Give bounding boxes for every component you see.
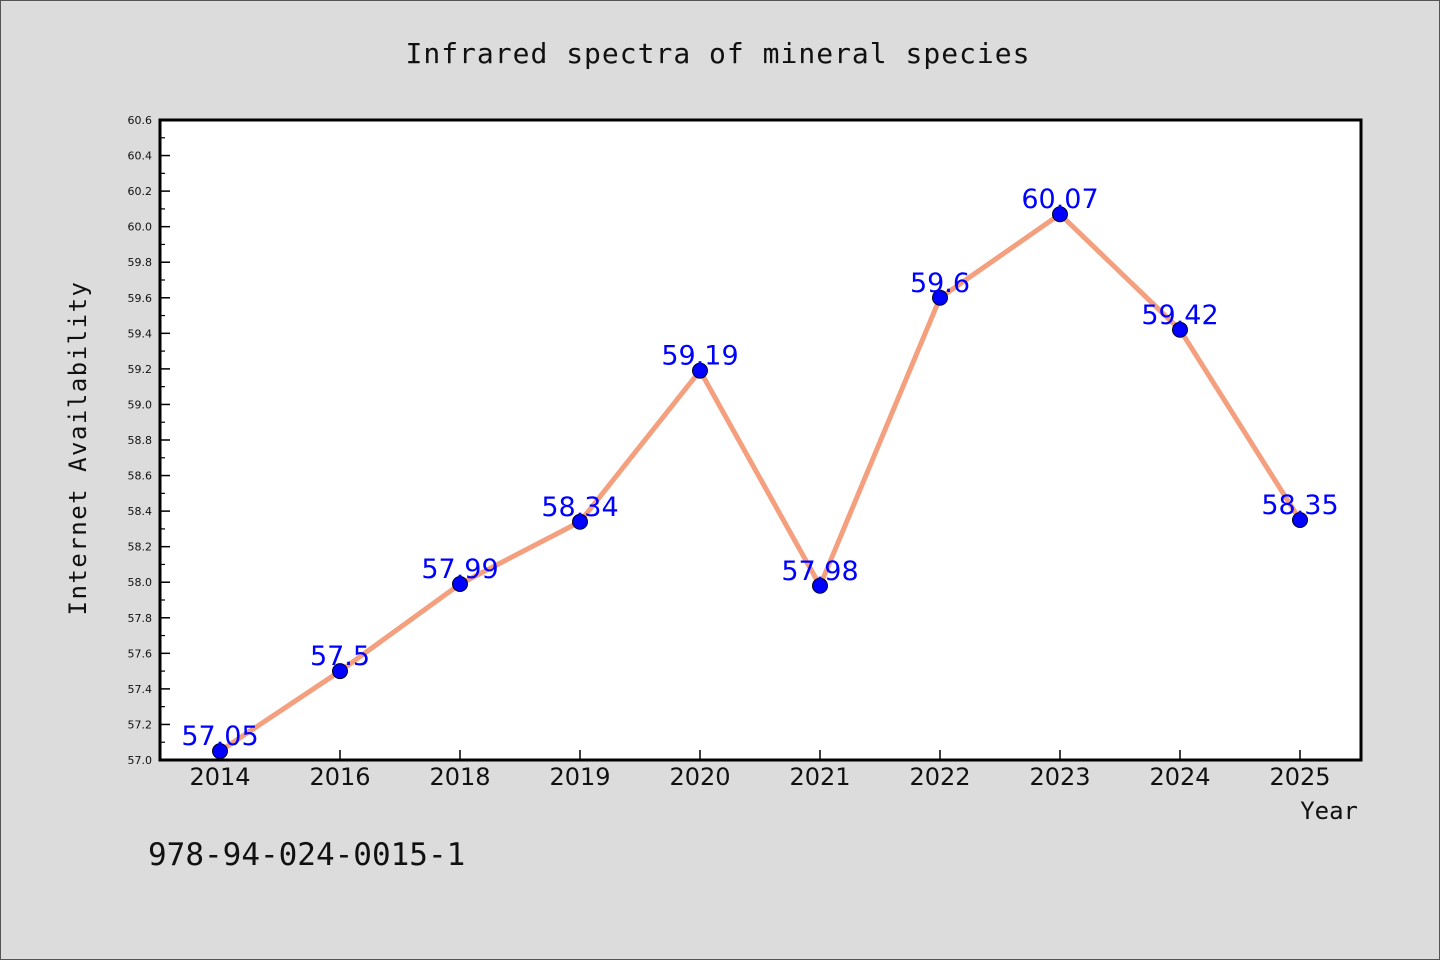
data-label: 58.34	[541, 492, 618, 523]
plot-area	[158, 118, 1363, 762]
data-label: 57.98	[781, 556, 858, 587]
data-label: 59.42	[1141, 300, 1218, 331]
data-point	[1292, 512, 1308, 528]
y-tick-label: 60.2	[128, 185, 153, 198]
data-label: 58.35	[1261, 490, 1338, 521]
data-point	[1172, 321, 1188, 338]
x-tick-label: 2025	[1269, 763, 1330, 791]
data-labels: 57.05 57.5 57.99 58.34 59.19 57.98 59.6 60.07 59…	[181, 184, 1338, 752]
y-tick-label: 58.2	[128, 541, 153, 554]
x-tick-label: 2020	[669, 763, 730, 791]
x-axis-label: Year	[1300, 797, 1358, 825]
y-tick-label: 59.2	[128, 363, 153, 376]
y-tick-label: 60.0	[128, 221, 153, 234]
x-tick-label: 2024	[1149, 763, 1210, 791]
y-tick-label: 57.2	[128, 718, 153, 731]
data-point	[692, 362, 708, 379]
y-tick-label: 59.4	[128, 327, 153, 340]
data-point	[1052, 206, 1068, 223]
data-label: 60.07	[1021, 184, 1098, 215]
series-line	[218, 211, 1303, 754]
y-tick-label: 59.0	[128, 398, 153, 411]
y-tick-label: 57.6	[128, 647, 153, 660]
figure-caption: 978-94-024-0015-1	[148, 837, 465, 873]
data-label: 59.19	[661, 341, 738, 372]
y-tick-label: 59.8	[128, 256, 153, 269]
data-label: 59.6	[910, 268, 970, 299]
data-label: 57.5	[310, 641, 370, 672]
data-point	[812, 577, 828, 594]
data-point	[332, 663, 348, 680]
y-tick-label: 58.0	[128, 576, 153, 589]
data-label: 57.05	[181, 721, 258, 752]
x-tick-label: 2016	[309, 763, 370, 791]
y-tick-label: 57.8	[128, 612, 153, 625]
y-tick-label: 60.4	[128, 150, 153, 163]
data-point	[212, 743, 228, 760]
y-tick-label: 60.6	[128, 114, 153, 127]
data-label: 57.99	[421, 554, 498, 585]
y-tick-label: 57.4	[128, 683, 153, 696]
x-axis: 2014 2016 2018 2019 2020 2021 2022 2023 2024 2025	[189, 750, 1331, 791]
x-tick-label: 2021	[789, 763, 850, 791]
x-tick-label: 2019	[549, 763, 610, 791]
data-point	[932, 289, 948, 306]
y-tick-label: 57.0	[128, 754, 153, 767]
x-tick-label: 2022	[909, 763, 970, 791]
data-point	[452, 576, 468, 592]
series-markers	[212, 206, 1308, 760]
data-point	[572, 513, 588, 530]
y-tick-label: 58.6	[128, 470, 153, 483]
x-tick-label: 2018	[429, 763, 490, 791]
x-tick-label: 2014	[189, 763, 250, 791]
y-tick-label: 59.6	[128, 292, 153, 305]
chart-title: Infrared spectra of mineral species	[405, 37, 1030, 70]
y-axis-label: Internet Availability	[64, 281, 92, 616]
y-tick-label: 58.8	[128, 434, 153, 447]
y-tick-label: 58.4	[128, 505, 153, 518]
y-axis: 57.0 57.2 57.4 57.6 57.8 58.0 58.2 58.4 58.6 58.8…	[128, 114, 170, 767]
x-tick-label: 2023	[1029, 763, 1090, 791]
